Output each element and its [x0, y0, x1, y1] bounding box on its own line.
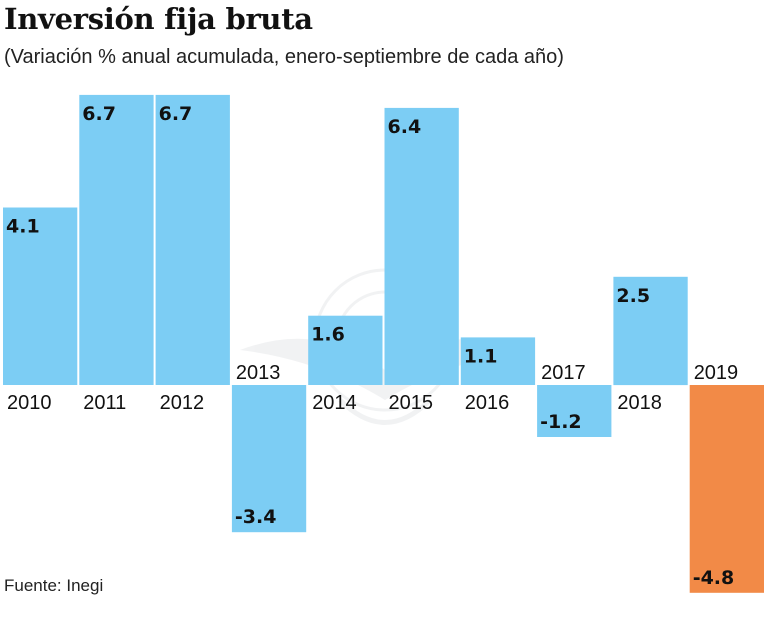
value-label-2011: 6.7 [82, 103, 116, 125]
category-label-2012: 2012 [160, 392, 205, 414]
value-label-2019: -4.8 [693, 567, 735, 589]
value-label-2016: 1.1 [464, 345, 498, 367]
value-labels-group: 4.1 6.7 6.7 -3.4 1.6 6.4 1.1 -1.2 2.5 -4.8 [6, 103, 734, 589]
bar-2014 [308, 315, 383, 385]
bar-2015 [384, 107, 459, 386]
value-label-2013: -3.4 [235, 506, 277, 528]
bars-group [3, 94, 764, 593]
bar-2019 [689, 385, 764, 593]
bar-2018 [613, 276, 688, 386]
category-label-2013: 2013 [236, 362, 281, 384]
category-label-2010: 2010 [7, 392, 52, 414]
bar-2010 [3, 207, 78, 385]
category-label-2011: 2011 [83, 392, 126, 414]
category-labels-group: 2010 2011 2012 2013 2014 2015 2016 2017 2018 2019 [7, 362, 738, 414]
bar-2016 [460, 337, 536, 385]
category-label-2017: 2017 [541, 362, 586, 384]
category-label-2019: 2019 [694, 362, 739, 384]
value-label-2012: 6.7 [159, 103, 193, 125]
chart-subtitle: (Variación % anual acumulada, enero-sept… [4, 46, 564, 68]
category-label-2016: 2016 [465, 392, 510, 414]
chart-source: Fuente: Inegi [4, 576, 104, 595]
value-label-2015: 6.4 [388, 116, 422, 138]
value-label-2014: 1.6 [311, 324, 345, 346]
bar-2017 [537, 385, 612, 437]
category-label-2015: 2015 [389, 392, 434, 414]
bar-2012 [155, 94, 230, 386]
value-label-2018: 2.5 [616, 285, 650, 307]
category-label-2018: 2018 [617, 392, 662, 414]
bar-2013 [231, 385, 307, 533]
category-label-2014: 2014 [312, 392, 357, 414]
chart-title: Inversión fija bruta [4, 2, 313, 36]
value-label-2010: 4.1 [6, 216, 40, 238]
bar-2011 [79, 94, 154, 386]
value-label-2017: -1.2 [540, 411, 582, 433]
